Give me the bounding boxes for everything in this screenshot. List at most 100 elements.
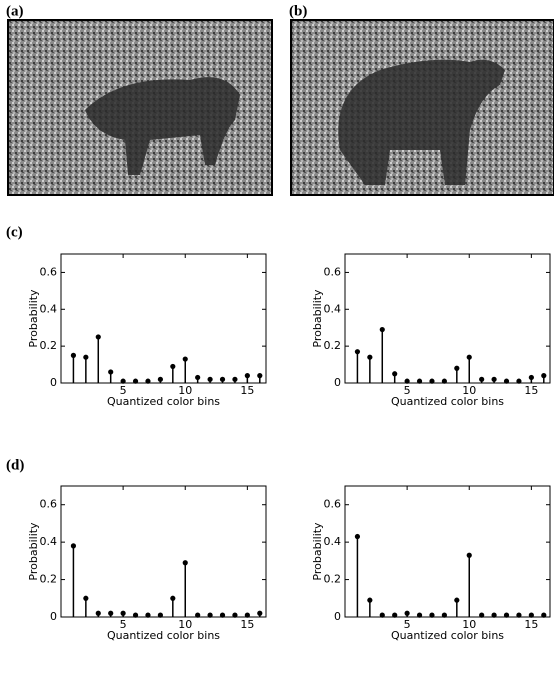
x-tick-label: 5 — [120, 384, 127, 397]
stem-marker — [454, 365, 460, 371]
stem-marker — [207, 612, 213, 618]
stem-marker — [528, 612, 534, 618]
stem-marker — [392, 371, 398, 377]
photo-b — [290, 19, 554, 196]
y-tick-label: 0.6 — [40, 498, 58, 511]
stem-marker — [528, 374, 534, 381]
y-tick-label: 0 — [334, 376, 341, 389]
stem-marker — [354, 533, 361, 540]
stem-marker — [232, 376, 238, 382]
stem-marker — [182, 560, 188, 566]
stem-marker — [392, 612, 398, 618]
stem-marker — [132, 378, 139, 384]
x-tick-label: 15 — [240, 618, 254, 631]
y-tick-label: 0.4 — [40, 535, 58, 548]
x-tick-label: 10 — [178, 384, 192, 397]
stem-marker — [157, 612, 163, 618]
x-tick-label: 15 — [240, 384, 254, 397]
stem-marker — [454, 597, 460, 603]
stem-marker — [466, 552, 472, 558]
stem-marker — [195, 612, 201, 618]
stem-marker — [491, 612, 497, 618]
stem-marker — [257, 373, 263, 379]
stem-marker — [367, 354, 373, 360]
y-axis-label: Probability — [27, 522, 40, 581]
stem-marker — [232, 612, 238, 618]
stem-marker — [219, 612, 226, 618]
stem-marker — [416, 378, 423, 384]
stem-marker — [404, 610, 410, 616]
stem-marker — [95, 610, 101, 616]
y-axis-label: Probability — [311, 289, 324, 348]
axes-box — [344, 253, 551, 384]
stem-marker — [367, 597, 373, 603]
stem-marker — [479, 612, 485, 618]
x-tick-label: 10 — [462, 384, 476, 397]
panel-label: (d) — [6, 457, 24, 473]
x-axis-label: Quantized color bins — [391, 395, 504, 408]
stem-marker — [516, 378, 522, 384]
stem-marker — [170, 595, 176, 601]
stem-marker — [244, 373, 250, 379]
y-tick-label: 0.4 — [324, 535, 342, 548]
stem-marker — [503, 612, 510, 618]
y-tick-label: 0.2 — [40, 573, 58, 586]
x-tick-label: 15 — [524, 618, 538, 631]
stem-marker — [170, 363, 176, 370]
stem-marker — [479, 376, 485, 382]
stem-marker — [541, 373, 547, 379]
stem-marker — [354, 349, 361, 355]
y-tick-label: 0.6 — [324, 498, 342, 511]
y-tick-label: 0 — [50, 610, 57, 623]
stem-marker — [503, 378, 510, 384]
stem-marker — [491, 376, 497, 382]
y-tick-label: 0.2 — [40, 339, 58, 352]
y-axis-label: Probability — [311, 522, 324, 581]
axes-box — [344, 485, 551, 618]
y-tick-label: 0.6 — [324, 265, 342, 278]
x-axis-label: Quantized color bins — [107, 629, 220, 642]
stem-marker — [182, 356, 188, 362]
stem-marker — [379, 326, 385, 333]
axes-box — [60, 253, 267, 384]
x-axis-label: Quantized color bins — [391, 629, 504, 642]
stem-marker — [145, 378, 151, 384]
stem-marker — [70, 352, 77, 358]
y-tick-label: 0.6 — [40, 265, 58, 278]
stem-marker — [429, 612, 435, 618]
x-tick-label: 10 — [462, 618, 476, 631]
stem-marker — [207, 376, 213, 382]
x-tick-label: 5 — [120, 618, 127, 631]
stem-marker — [416, 612, 423, 618]
stem-marker — [541, 612, 547, 618]
stem-marker — [157, 376, 163, 382]
stem-marker — [466, 354, 472, 360]
stem-marker — [257, 610, 263, 616]
stem-marker — [219, 376, 226, 382]
x-tick-label: 15 — [524, 384, 538, 397]
stem-marker — [244, 612, 250, 618]
stem-marker — [95, 334, 101, 340]
stem-marker — [441, 612, 447, 618]
y-tick-label: 0.2 — [324, 339, 342, 352]
stem-marker — [145, 612, 151, 618]
x-tick-label: 5 — [404, 618, 411, 631]
stem-marker — [83, 595, 89, 601]
stem-marker — [70, 543, 77, 549]
stem-marker — [441, 378, 447, 384]
axes-box — [60, 485, 267, 618]
stem-marker — [429, 378, 435, 384]
x-tick-label: 5 — [404, 384, 411, 397]
panel-label: (c) — [6, 224, 23, 240]
photo-a — [7, 19, 273, 196]
panel-label: (a) — [6, 3, 24, 19]
stem-marker — [404, 378, 410, 384]
stem-marker — [83, 354, 89, 360]
y-tick-label: 0 — [50, 376, 57, 389]
panel-label: (b) — [289, 3, 307, 19]
y-axis-label: Probability — [27, 289, 40, 348]
y-tick-label: 0.2 — [324, 573, 342, 586]
x-tick-label: 10 — [178, 618, 192, 631]
stem-marker — [120, 610, 126, 616]
